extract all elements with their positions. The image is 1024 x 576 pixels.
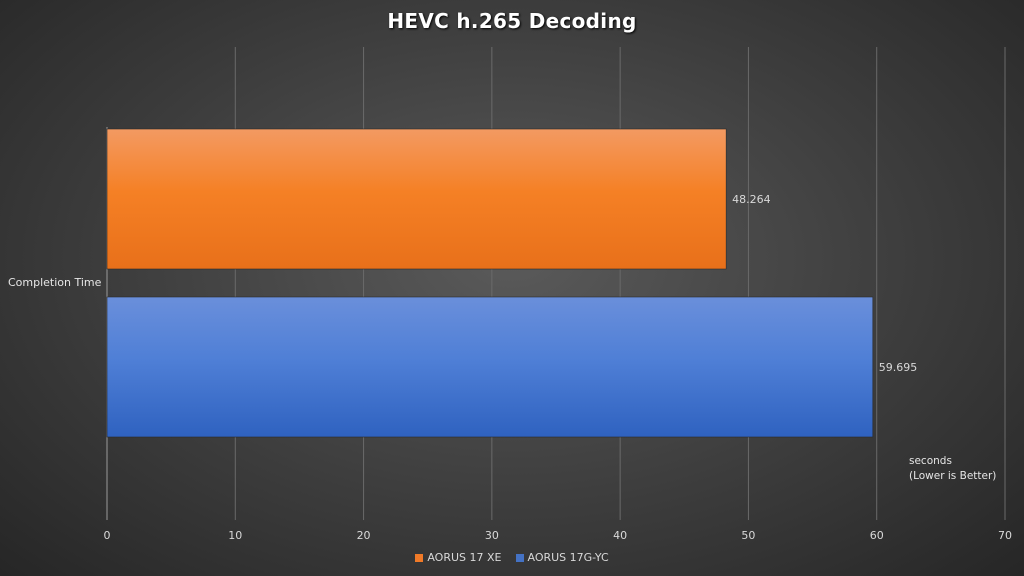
x-tick-label: 0 <box>104 529 111 542</box>
bar <box>106 128 727 270</box>
legend-label: AORUS 17 XE <box>427 551 502 564</box>
data-label: 59.695 <box>879 361 918 374</box>
x-tick-label: 40 <box>613 529 627 542</box>
legend-item-aorus-17g-yc: AORUS 17G-YC <box>515 551 609 564</box>
legend-label: AORUS 17G-YC <box>527 551 609 564</box>
x-tick-label: 50 <box>741 529 755 542</box>
bar <box>106 296 874 438</box>
legend-swatch-orange <box>415 553 424 562</box>
data-label: 48.264 <box>732 193 771 206</box>
x-tick-label: 30 <box>485 529 499 542</box>
labels: 0 10 20 30 40 50 60 70 48.264 59.695 Completion Ti… <box>8 193 1012 542</box>
x-tick-label: 10 <box>228 529 242 542</box>
axis-note-label: (Lower is Better) <box>909 470 996 482</box>
legend-swatch-blue <box>515 553 524 562</box>
legend: AORUS 17 XE AORUS 17G-YC <box>0 551 1024 564</box>
x-tick-label: 20 <box>357 529 371 542</box>
chart-title: HEVC h.265 Decoding <box>387 9 637 33</box>
legend-item-aorus-17-xe: AORUS 17 XE <box>415 551 502 564</box>
x-tick-label: 70 <box>998 529 1012 542</box>
x-tick-label: 60 <box>870 529 884 542</box>
bars <box>106 128 874 438</box>
axis-unit-label: seconds <box>909 455 952 467</box>
gridlines <box>106 47 1006 520</box>
category-label: Completion Time <box>8 276 102 289</box>
